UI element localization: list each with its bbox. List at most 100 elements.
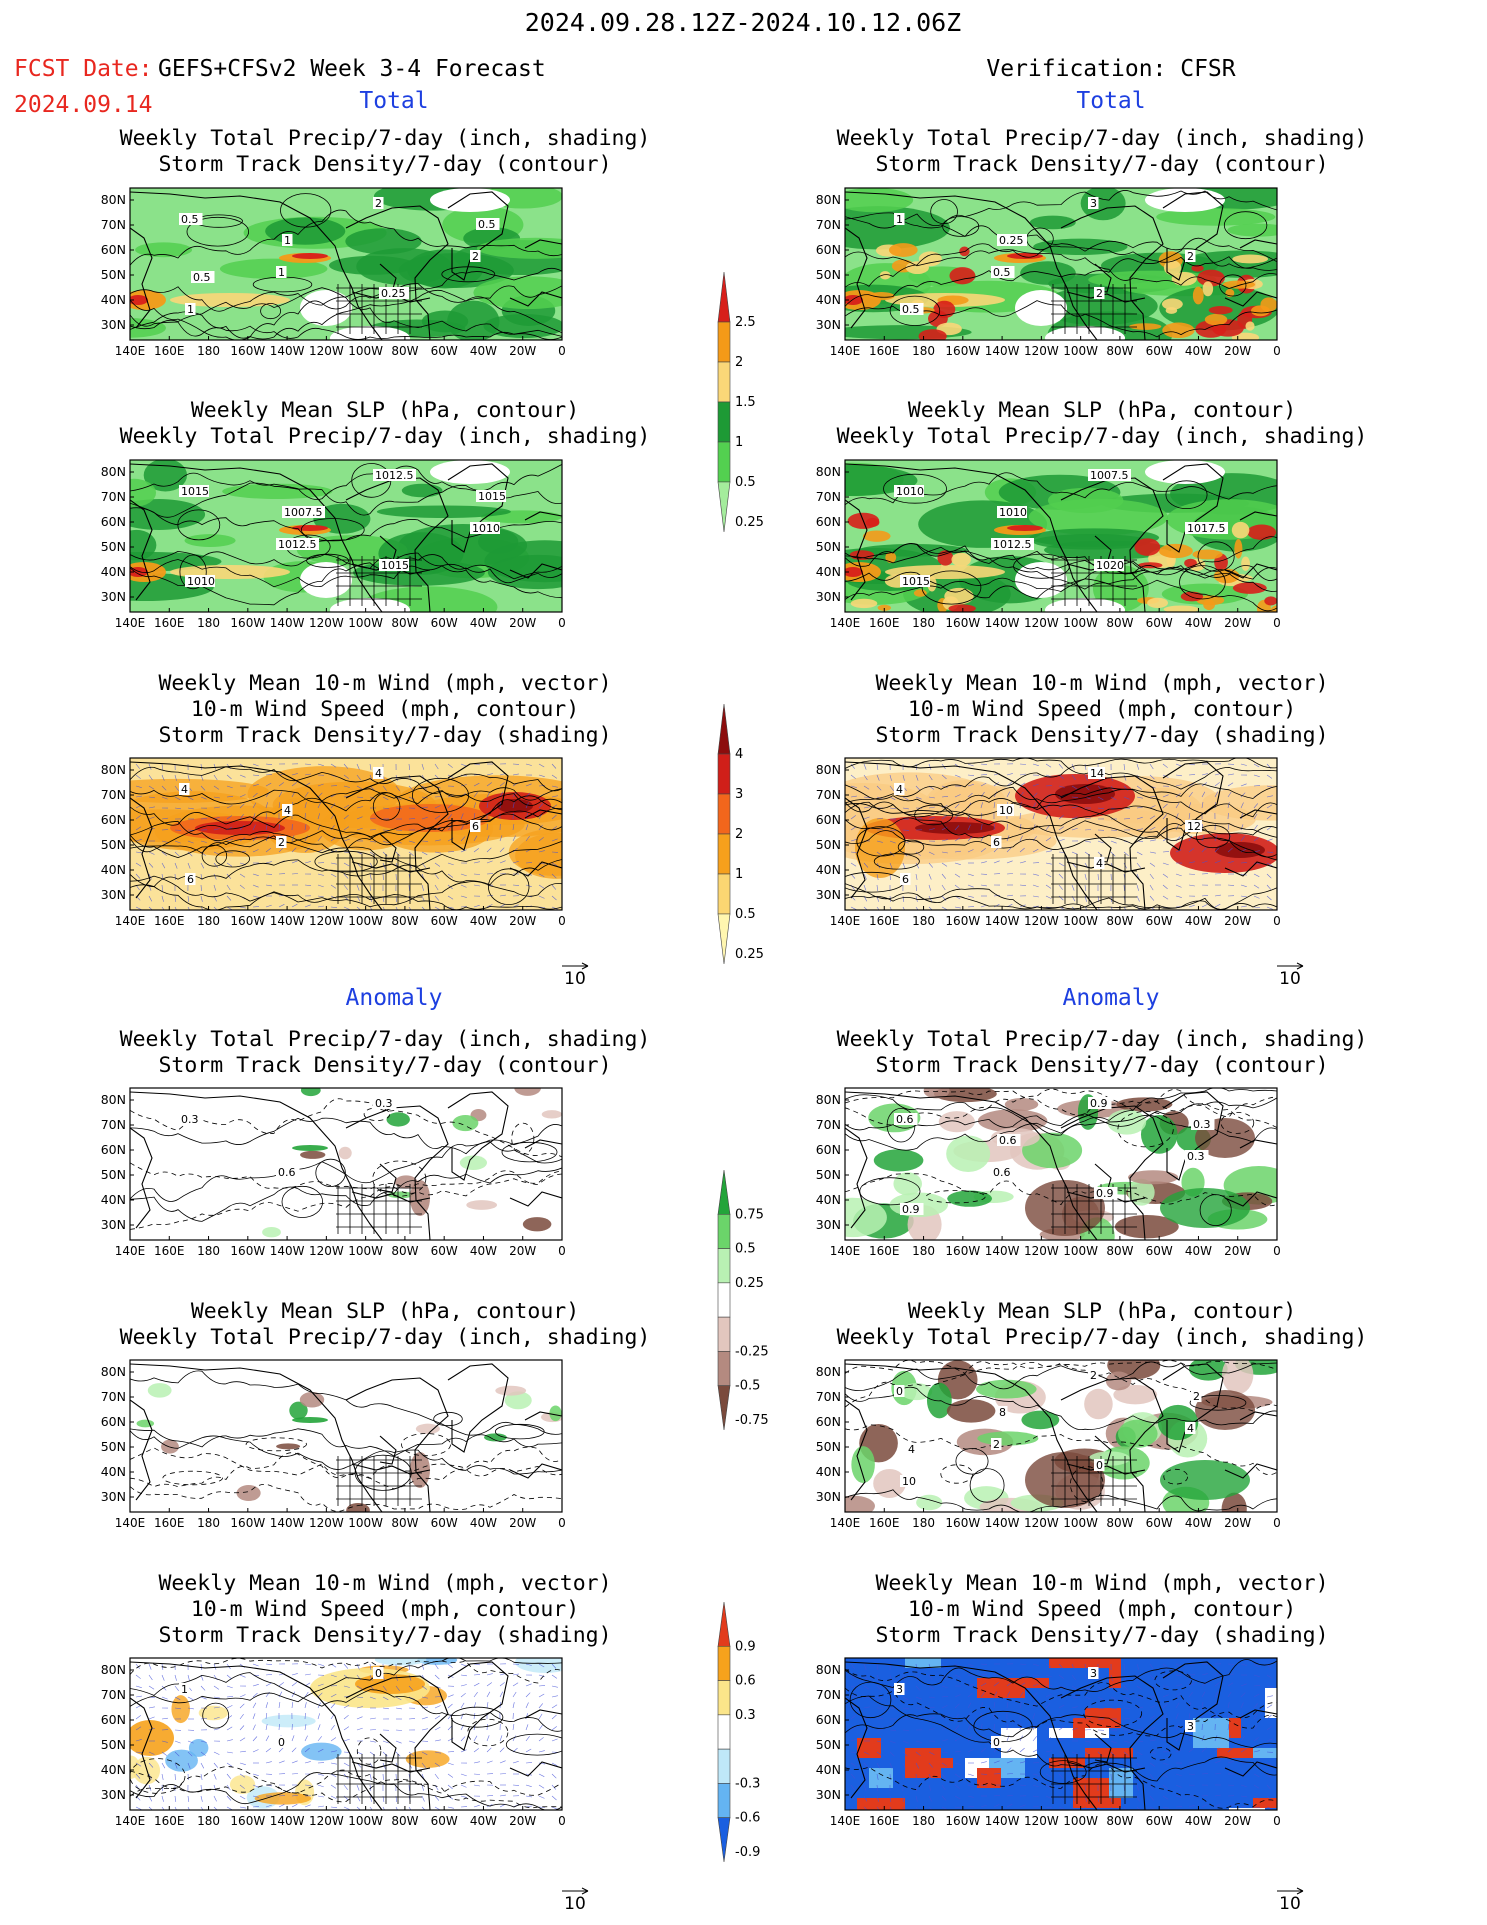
precip-blob	[219, 258, 328, 280]
contour-label-bg	[1191, 1390, 1202, 1402]
precip-heavy	[865, 517, 880, 527]
colorbar-label: -0.75	[735, 1413, 769, 1428]
precip-heavy	[292, 525, 328, 531]
contour-label-bg	[997, 804, 1014, 816]
contour-label: 0.6	[999, 1134, 1017, 1147]
precip-blob	[845, 206, 950, 250]
lon-tick-label: 80W	[391, 1516, 418, 1530]
map-content: 1010 1012.5 1007.5 1017.5 1015 1010 1020	[845, 460, 1277, 612]
precip-heavy	[913, 589, 927, 597]
lon-tick-label: 60W	[431, 1516, 458, 1530]
contour-label: 1010	[896, 485, 924, 498]
contour-label-bg	[470, 522, 500, 534]
colorbar-tip	[717, 481, 731, 533]
map-content: 0.6 0.6 0.9 0.3 0.9 0.6 0.9 0.3	[845, 1088, 1277, 1240]
forecast-wind-map: 4 2 4 6 6 4 80N 70N 60N 50N 40N 30N 140E 160E 180 160W 1…	[101, 757, 566, 928]
anom-precip-blob	[338, 1146, 352, 1160]
colorbar-segment	[717, 1783, 731, 1819]
lat-tick-label: 40N	[816, 1762, 841, 1777]
map-frame	[844, 459, 1278, 613]
colorbar-segment	[717, 1248, 731, 1284]
lat-tick-label: 40N	[101, 1464, 126, 1479]
precip-heavy	[850, 598, 878, 609]
lon-tick-label: 80W	[391, 914, 418, 928]
colorbar-label: 1	[735, 435, 743, 450]
anom-precip-blob	[236, 1485, 261, 1502]
contour-label-bg	[997, 1406, 1008, 1418]
contour-label: 1010	[187, 575, 215, 588]
title-ob-wind: Weekly Mean 10-m Wind (mph, vector) 10-m …	[875, 671, 1329, 748]
lat-tick-label: 50N	[101, 1439, 126, 1454]
lon-tick-label: 180	[912, 914, 935, 928]
precip-heavy	[1180, 591, 1204, 602]
anom-precip-wet	[292, 1145, 328, 1151]
anom-storm-cell	[1229, 1808, 1265, 1810]
observed-aprecip-map: 0.6 0.6 0.9 0.3 0.9 0.6 0.9 0.3 80N 70N 60N 50N 40N 3…	[816, 1087, 1281, 1258]
colorbar-label: 3	[735, 787, 743, 802]
contour-label: 0.3	[181, 1113, 199, 1126]
anom-precip-blob	[346, 1502, 370, 1512]
lon-tick-label: 20W	[1224, 914, 1251, 928]
map-content: 3 0 3 3	[845, 1658, 1277, 1810]
lon-tick-label: 60W	[431, 616, 458, 630]
title-ob-anom-precip: Weekly Total Precip/7-day (inch, shading…	[836, 1027, 1368, 1078]
state-borders	[336, 1456, 422, 1506]
lon-tick-label: 100W	[1063, 344, 1098, 358]
colorbar-label: 2.5	[735, 315, 756, 330]
contour-label-bg	[1185, 1422, 1196, 1434]
lon-tick-label: 80W	[391, 344, 418, 358]
lat-tick-label: 40N	[816, 292, 841, 307]
vector-ref-head	[1296, 1887, 1304, 1895]
anom-precip-blob	[933, 1088, 997, 1103]
anom-precip-wet	[292, 1417, 328, 1423]
lat-tick-label: 80N	[816, 1364, 841, 1379]
anom-storm-cell	[941, 1758, 953, 1768]
contour-label: 4	[284, 804, 291, 817]
lat-tick-label: 60N	[101, 514, 126, 529]
precip-heavy	[130, 295, 148, 305]
lat-tick-label: 60N	[816, 1712, 841, 1727]
lon-tick-label: 40W	[1185, 344, 1212, 358]
map-content: 4 2 4 6 6 4	[130, 758, 562, 910]
contour-label: 2	[472, 250, 479, 263]
lat-tick-label: 60N	[816, 514, 841, 529]
contour-label-bg	[276, 266, 287, 278]
contour-label-bg	[1094, 1187, 1118, 1199]
lon-tick-label: 60W	[1146, 344, 1173, 358]
precip-heavy	[1163, 605, 1200, 612]
state-borders	[1051, 1754, 1137, 1804]
precip-heavy	[885, 551, 897, 563]
colorbar-label: 0.5	[735, 907, 756, 922]
anom-precip-wet	[1160, 1460, 1250, 1500]
lon-tick-label: 180	[912, 1244, 935, 1258]
lon-tick-label: 140E	[830, 1814, 861, 1828]
contour-label-bg	[997, 506, 1027, 518]
anom-precip-wet	[1160, 1188, 1250, 1228]
dry-area	[300, 290, 352, 326]
anom-precip-blob	[504, 1391, 532, 1410]
anom-storm-cell	[1217, 1748, 1253, 1758]
lat-tick-label: 70N	[101, 217, 126, 232]
lon-tick-label: 60W	[431, 1244, 458, 1258]
anom-storm-cell	[905, 1658, 941, 1668]
coastline	[130, 1661, 562, 1810]
colorbar-label: 0.5	[735, 475, 756, 490]
map-frame	[844, 1087, 1278, 1241]
lon-tick-label: 20W	[509, 616, 536, 630]
contour-label: 2	[375, 197, 382, 210]
lon-tick-label: 140E	[830, 616, 861, 630]
lat-tick-label: 80N	[816, 1662, 841, 1677]
lon-tick-label: 140W	[985, 344, 1020, 358]
title-fc-anom-slp: Weekly Mean SLP (hPa, contour) Weekly Tot…	[119, 1299, 651, 1350]
contour-label: 1017.5	[1187, 522, 1226, 535]
coastline	[130, 1363, 562, 1512]
contour-label: 1012.5	[278, 538, 317, 551]
title-fc-precip-storm: Weekly Total Precip/7-day (inch, shading…	[119, 126, 651, 177]
contour-label-bg	[1191, 1118, 1215, 1130]
precip-heavy	[951, 552, 971, 567]
colorbar-tip	[717, 1601, 731, 1647]
lon-tick-label: 140E	[115, 1244, 146, 1258]
precip-heavy	[1234, 539, 1243, 559]
precip-heavy	[1245, 321, 1255, 331]
observed-aslp-map: 0 2 2 4 10 8 0 2 4 80N 70N 60N 50N 40N 30N 140E 160E 180 1…	[816, 1359, 1281, 1530]
